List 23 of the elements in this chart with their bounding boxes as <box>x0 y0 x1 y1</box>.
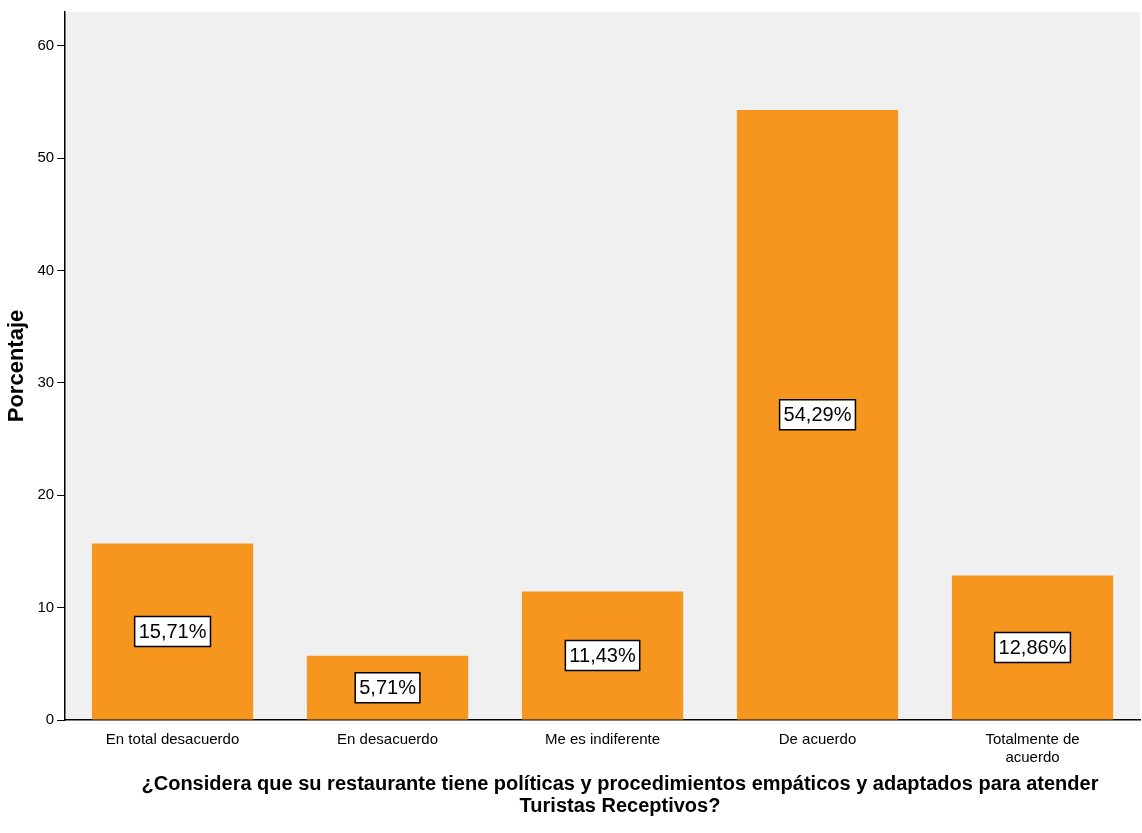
bar <box>951 575 1114 720</box>
bar <box>736 109 899 720</box>
y-tick-label: 0 <box>45 710 55 728</box>
x-tick-label: De acuerdo <box>778 730 857 748</box>
x-tick-label: Totalmente de acuerdo <box>985 730 1080 766</box>
bar <box>521 591 684 720</box>
y-tick-label: 20 <box>37 485 55 503</box>
bar <box>91 543 254 720</box>
data-label: 54,29% <box>783 403 852 426</box>
data-label: 12,86% <box>998 636 1067 658</box>
x-tick-label: Me es indiferente <box>545 730 661 748</box>
data-label: 15,71% <box>138 619 207 642</box>
y-axis-title: Porcentaje <box>3 309 29 423</box>
x-tick-label: En total desacuerdo <box>105 730 240 748</box>
y-tick-label: 50 <box>37 148 55 166</box>
y-tick-label: 40 <box>37 260 55 278</box>
x-axis-title: ¿Considera que su restaurante tiene políticas y procedimientos empáticos y adaptados para atender Turistas Receptivos? <box>140 772 1100 816</box>
data-label: 5,71% <box>359 676 417 699</box>
y-tick-label: 30 <box>37 373 55 390</box>
x-tick-label: En desacuerdo <box>337 730 439 748</box>
data-label: 11,43% <box>569 644 636 667</box>
y-tick-label: 60 <box>37 35 55 53</box>
y-tick-label: 10 <box>37 597 55 615</box>
